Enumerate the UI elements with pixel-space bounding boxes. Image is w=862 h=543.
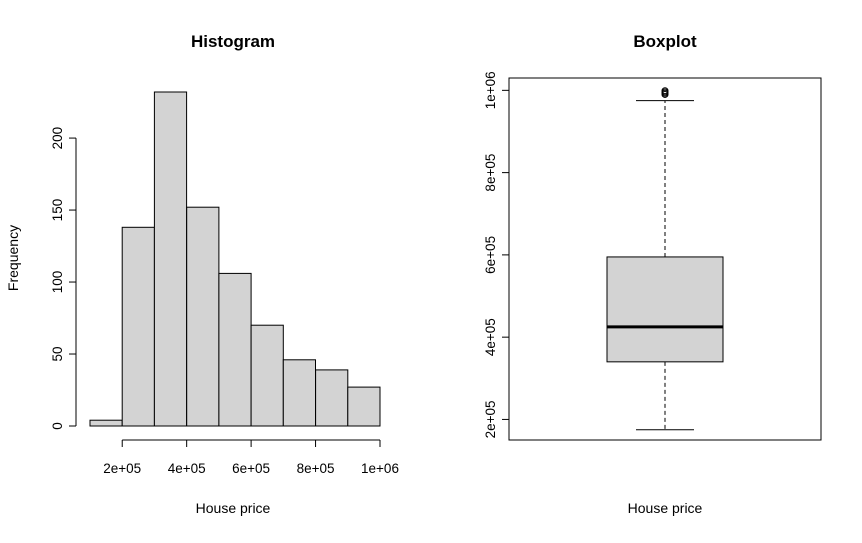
histogram-x-tick-label: 8e+05	[297, 461, 335, 476]
histogram-title: Histogram	[191, 32, 275, 51]
histogram-x-axis-label: House price	[196, 500, 271, 516]
histogram-x-tick-label: 4e+05	[168, 461, 206, 476]
histogram-y-axis-label: Frequency	[5, 225, 21, 291]
histogram-y-tick-label: 100	[50, 271, 65, 294]
histogram-x-tick-label: 2e+05	[103, 461, 141, 476]
boxplot-y-axis: 2e+05 4e+05 6e+05 8e+05 1e+06	[483, 71, 509, 438]
histogram-bar	[218, 272, 252, 427]
boxplot-frame	[508, 77, 822, 441]
histogram-y-tick-label: 50	[50, 347, 65, 362]
boxplot-y-tick-label: 1e+06	[483, 71, 498, 109]
boxplot-y-tick-label: 6e+05	[483, 236, 498, 274]
histogram-y-axis: 0 50 100 150 200	[50, 127, 77, 430]
histogram-y-tick-label: 150	[50, 199, 65, 222]
histogram-x-tick-label: 1e+06	[361, 461, 399, 476]
histogram-bar	[315, 369, 349, 427]
histogram-y-tick-label: 0	[50, 422, 65, 430]
boxplot-box	[606, 256, 724, 363]
histogram-bar	[186, 206, 220, 427]
histogram-panel: Histogram House price Frequency 2e+05 4e+…	[5, 32, 399, 516]
histogram-x-tick-label: 6e+05	[232, 461, 270, 476]
histogram-x-axis: 2e+05 4e+05 6e+05 8e+05 1e+06	[103, 439, 399, 476]
histogram-bar	[347, 386, 381, 427]
boxplot-y-tick-label: 8e+05	[483, 154, 498, 192]
boxplot-panel: Boxplot House price 2e+05 4e+05 6e+05 8e+05…	[483, 32, 822, 516]
histogram-bars	[89, 91, 381, 427]
histogram-bar	[121, 226, 155, 427]
histogram-bar	[89, 419, 123, 427]
boxplot-outlier-point	[661, 87, 669, 95]
boxplot-x-axis-label: House price	[628, 500, 703, 516]
histogram-bar	[153, 91, 188, 427]
histogram-y-tick-label: 200	[50, 127, 65, 150]
boxplot-marks	[606, 87, 724, 431]
histogram-bar	[282, 359, 316, 427]
histogram-bar	[250, 324, 284, 427]
boxplot-y-tick-label: 2e+05	[483, 400, 498, 438]
boxplot-title: Boxplot	[633, 32, 697, 51]
boxplot-y-tick-label: 4e+05	[483, 318, 498, 356]
